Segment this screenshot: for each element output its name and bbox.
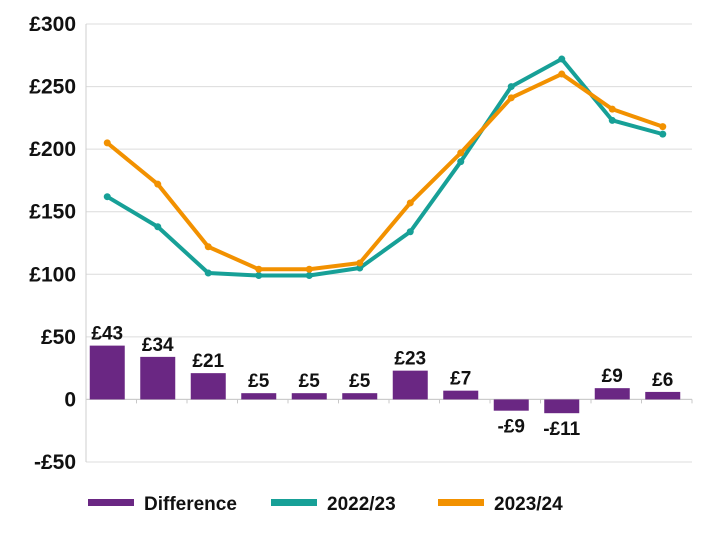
legend-label: 2022/23 <box>327 494 396 515</box>
bar <box>89 345 125 400</box>
series-point <box>608 116 616 124</box>
bar <box>594 388 630 400</box>
bar <box>342 393 378 400</box>
bar <box>443 390 479 400</box>
bar-data-label: -£11 <box>543 419 580 440</box>
series-point <box>406 199 414 207</box>
bar-data-label: £5 <box>248 371 270 392</box>
bar <box>645 391 681 400</box>
series-point <box>103 139 111 147</box>
series-point <box>305 265 313 273</box>
y-tick-label: -£50 <box>34 451 76 474</box>
bar-data-label: £21 <box>192 351 224 372</box>
bar-data-label: £5 <box>349 371 371 392</box>
y-tick-label: £100 <box>29 263 76 286</box>
series-point <box>255 272 263 280</box>
series-point <box>103 193 111 201</box>
series-point <box>558 55 566 63</box>
legend: Difference 2022/23 2023/24 <box>88 494 563 515</box>
series-point <box>204 269 212 277</box>
bar-data-label: £5 <box>299 371 321 392</box>
series-point <box>507 94 515 102</box>
series-point <box>356 259 364 267</box>
series-point <box>457 158 465 166</box>
series-point <box>558 70 566 78</box>
series-point <box>154 223 162 231</box>
series-point <box>305 272 313 280</box>
series-point <box>457 149 465 157</box>
series-point <box>255 265 263 273</box>
series-line <box>105 72 665 272</box>
bar-data-label: £34 <box>142 335 174 356</box>
y-tick-label: £50 <box>41 326 76 349</box>
series-point <box>659 123 667 131</box>
bar-data-label: £7 <box>450 369 471 390</box>
series-lines <box>103 55 667 280</box>
legend-swatch <box>271 499 317 506</box>
bar <box>392 370 428 400</box>
y-tick-label: £150 <box>29 201 76 224</box>
bar-data-label: £6 <box>652 370 673 391</box>
series-point <box>356 264 364 272</box>
legend-swatch <box>88 499 134 506</box>
bar <box>493 399 529 411</box>
bar <box>544 399 580 414</box>
series-point <box>204 243 212 251</box>
y-tick-label: 0 <box>64 388 76 411</box>
bar-data-label: £9 <box>602 366 623 387</box>
bars <box>89 345 681 414</box>
bar-data-label: £23 <box>394 349 426 370</box>
series-point <box>154 180 162 188</box>
y-tick-label: £200 <box>29 138 76 161</box>
bar-data-label: -£9 <box>498 417 525 438</box>
series-line <box>105 57 665 278</box>
bar-data-labels: £43 £34 £21 £5 £5 £5 £23 £7 -£9 -£11 £9 £6 <box>91 324 673 441</box>
bar-data-label: £43 <box>91 324 123 345</box>
y-tick-labels: -£50 0 £50 £100 £150 £200 £250 £300 <box>29 13 76 474</box>
bar <box>190 373 226 400</box>
legend-swatch <box>438 499 484 506</box>
series-point <box>507 83 515 91</box>
series-point <box>608 105 616 113</box>
bar <box>241 393 277 400</box>
series-point <box>659 130 667 138</box>
bar <box>291 393 327 400</box>
bar <box>140 356 176 400</box>
y-tick-label: £250 <box>29 76 76 99</box>
legend-label: Difference <box>144 494 237 515</box>
y-tick-label: £300 <box>29 13 76 36</box>
legend-label: 2023/24 <box>494 494 563 515</box>
grid-lines <box>85 23 693 463</box>
series-point <box>406 228 414 236</box>
